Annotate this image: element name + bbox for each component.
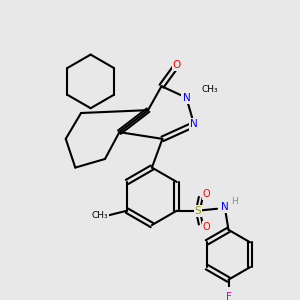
- Text: O: O: [173, 60, 181, 70]
- Text: S: S: [195, 206, 201, 216]
- Text: CH₃: CH₃: [201, 85, 218, 94]
- Text: H: H: [231, 196, 238, 206]
- Text: F: F: [226, 292, 231, 300]
- Text: N: N: [190, 119, 198, 130]
- Text: N: N: [221, 202, 229, 212]
- Text: O: O: [203, 189, 210, 200]
- Text: CH₃: CH₃: [92, 211, 109, 220]
- Text: N: N: [182, 93, 190, 103]
- Text: O: O: [203, 222, 210, 232]
